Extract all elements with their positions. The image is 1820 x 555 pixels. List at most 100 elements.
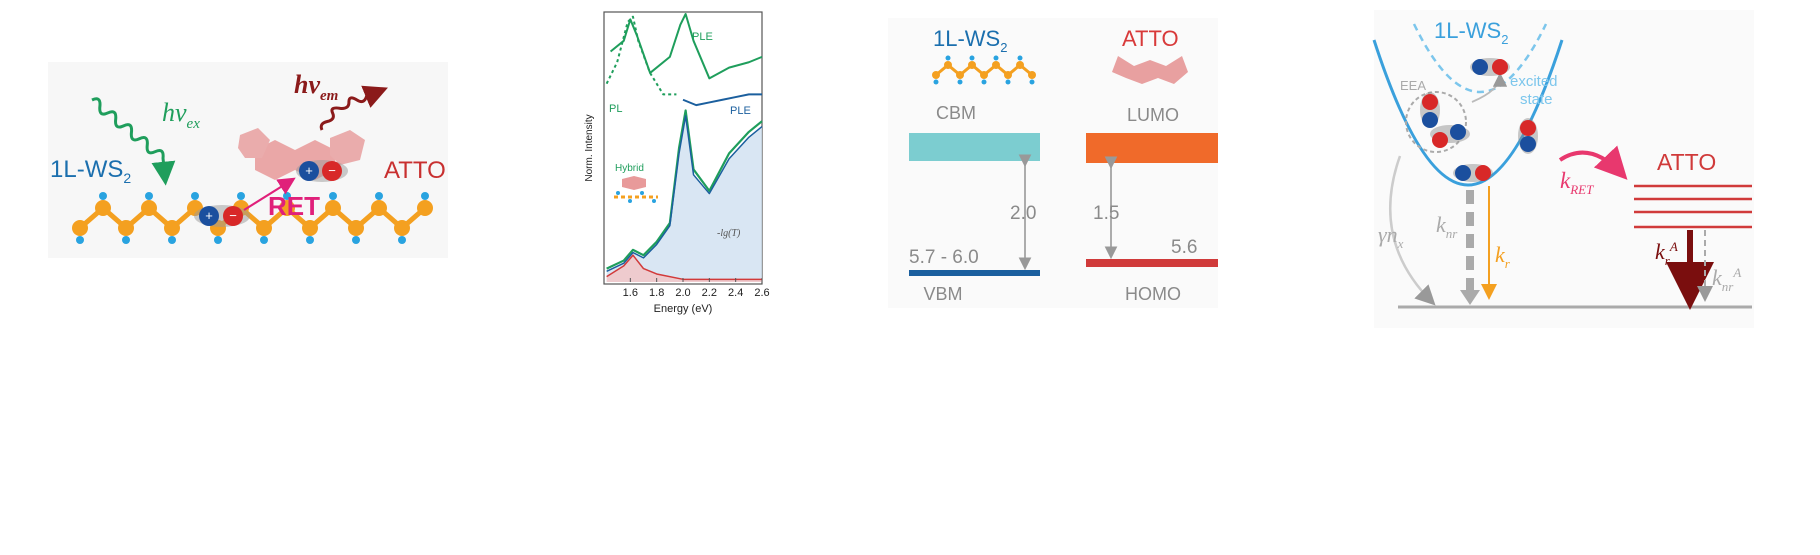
s-atom <box>237 192 245 200</box>
x-axis-label: Energy (eV) <box>654 303 713 315</box>
ws2-energy-value: 5.7 - 6.0 <box>909 247 979 268</box>
emission-label: hνem <box>294 70 338 104</box>
s-atom-small <box>993 55 999 61</box>
kr-label: kr <box>1495 242 1511 271</box>
s-atom-small <box>957 79 963 85</box>
series-line-4 <box>606 115 763 272</box>
w-atom <box>302 220 318 236</box>
panel-b: 1.6 1.8 2.0 2.2 2.4 2.6 Energy (eV) Norm. Int… <box>584 11 770 315</box>
svg-text:−: − <box>229 208 237 223</box>
lumo-band <box>1086 133 1218 163</box>
excitation-arrow <box>91 97 176 186</box>
knrA-label: knrA <box>1712 265 1741 294</box>
ret-label: RET <box>268 191 320 221</box>
atto-icon <box>1112 56 1188 84</box>
s-atom <box>375 192 383 200</box>
lumo-label: LUMO <box>1127 105 1179 125</box>
w-atom-small <box>1028 71 1036 79</box>
ws2-title-d: 1L-WS2 <box>1434 18 1508 47</box>
ret-arrow <box>243 177 296 211</box>
panel-a-material-label: 1L-WS2 <box>50 156 131 186</box>
dye-label: ATTO <box>384 157 446 184</box>
s-atom <box>421 192 429 200</box>
x-tick-label: 2.2 <box>702 287 717 299</box>
eea-label: EEA <box>1400 78 1426 93</box>
w-atom <box>325 200 341 216</box>
svg-text:+: + <box>205 208 213 223</box>
series-fill-5 <box>606 255 762 282</box>
y-axis-label: Norm. Intensity <box>584 114 595 181</box>
series-line-3 <box>606 109 763 270</box>
s-atom <box>76 236 84 244</box>
s-atom <box>99 192 107 200</box>
w-atom <box>141 200 157 216</box>
lattice-bonds <box>78 204 427 232</box>
eea-circle <box>1405 91 1467 153</box>
krA-label: krA <box>1655 239 1678 268</box>
w-atom-small <box>944 61 952 69</box>
w-atom <box>417 200 433 216</box>
excitation-label: hνex <box>162 98 200 132</box>
s-atom-small <box>1005 79 1011 85</box>
s-atom <box>191 192 199 200</box>
ws2-exciton: + − <box>194 205 250 227</box>
svg-text:−: − <box>328 163 336 178</box>
gamma-arrow <box>1388 155 1436 306</box>
w-atom-small <box>1016 61 1024 69</box>
kret-arrow <box>1558 145 1628 180</box>
label-ple-top: PLE <box>692 31 713 43</box>
atto-title-d: ATTO <box>1657 149 1716 175</box>
s-atom <box>306 236 314 244</box>
w-atom <box>348 220 364 236</box>
svg-text:+: + <box>305 163 313 178</box>
s-atom <box>398 236 406 244</box>
atto-gap-value: 1.5 <box>1093 203 1119 224</box>
label-hybrid: Hybrid <box>615 163 644 174</box>
s-atom-small <box>969 55 975 61</box>
s-atom <box>168 236 176 244</box>
series-fill-4 <box>606 115 762 282</box>
s-atom <box>214 236 222 244</box>
label-absorbance: -lg(T) <box>717 228 741 239</box>
series-line-2 <box>682 93 762 107</box>
excited-parabola <box>1412 23 1548 94</box>
excitons-d <box>1420 58 1538 182</box>
s-atom-small <box>1029 79 1035 85</box>
vbm-label: VBM <box>923 284 962 304</box>
w-atom <box>256 220 272 236</box>
x-tick-label: 2.4 <box>728 287 743 299</box>
gamma-label: γnx <box>1378 222 1404 251</box>
s-atom <box>352 236 360 244</box>
s-atom-small <box>981 79 987 85</box>
w-atom-small <box>932 71 940 79</box>
hybrid-icon <box>614 176 658 203</box>
w-atom-small <box>992 61 1000 69</box>
x-tick-label: 2.6 <box>754 287 769 299</box>
w-atom <box>279 200 295 216</box>
atto-energy-value: 5.6 <box>1171 237 1197 258</box>
s-atom <box>122 236 130 244</box>
w-atom-small <box>980 71 988 79</box>
s-atom-small <box>933 79 939 85</box>
x-tick-label: 1.8 <box>649 287 664 299</box>
x-tick-label: 1.6 <box>623 287 638 299</box>
excited-state-label-2: state <box>1520 91 1553 108</box>
ws2-lattice-small <box>932 55 1036 85</box>
panel-c: 1L-WS2 ATTO CBM LUMO 2.0 1.5 5.7 - 6.0 5… <box>888 18 1218 308</box>
molecule-exciton: + − <box>296 160 348 182</box>
cbm-label: CBM <box>936 103 976 123</box>
panel-d: 1L-WS2 EEA excited state γnx knr kr kRET… <box>1372 10 1754 328</box>
w-atom <box>394 220 410 236</box>
kret-label: kRET <box>1560 168 1594 197</box>
excited-state-label-1: excited <box>1510 73 1558 90</box>
eea-to-excited-arrow <box>1471 72 1508 103</box>
s-atom <box>329 192 337 200</box>
w-atom-small <box>968 61 976 69</box>
w-atom-small <box>1004 71 1012 79</box>
w-atom <box>164 220 180 236</box>
w-atom <box>95 200 111 216</box>
ws2-title: 1L-WS2 <box>933 26 1007 55</box>
label-ple-blue: PLE <box>730 105 751 117</box>
w-atom <box>72 220 88 236</box>
